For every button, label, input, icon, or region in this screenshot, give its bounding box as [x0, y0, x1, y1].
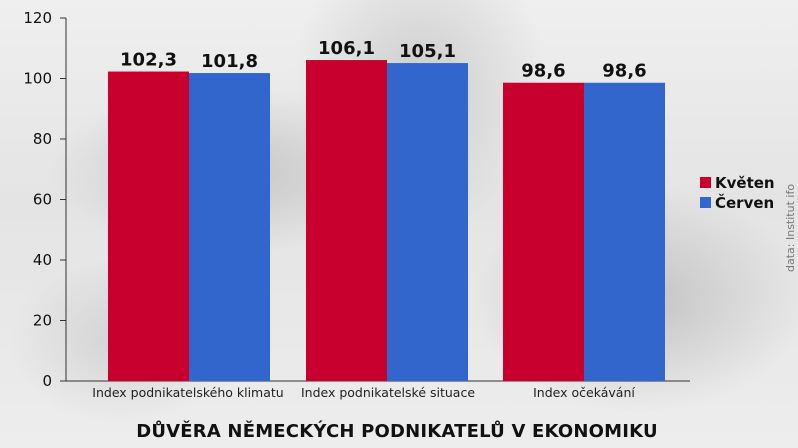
source-label: data: Institut ifo: [784, 184, 797, 272]
x-category-label: Index očekávání: [533, 385, 635, 400]
bar-value-label: 105,1: [399, 41, 456, 62]
y-tick-label: 120: [23, 9, 52, 27]
bar-kveten-0: [108, 71, 189, 381]
bar-value-label: 101,8: [201, 51, 258, 72]
legend-label: Květen: [715, 174, 775, 192]
bar-value-label: 98,6: [602, 61, 646, 82]
y-tick-label: 0: [42, 372, 52, 390]
bar-value-label: 102,3: [120, 50, 177, 71]
y-tick-label: 80: [33, 130, 52, 148]
y-tick-label: 20: [33, 312, 52, 330]
x-category-label: Index podnikatelské situace: [301, 385, 475, 400]
y-tick-label: 40: [33, 251, 52, 269]
bar-cerven-2: [584, 82, 665, 382]
bars: 102,3 106,1 98,6 101,8 105,1 98,6: [108, 38, 665, 382]
chart-title: DŮVĚRA NĚMECKÝCH PODNIKATELŮ V EKONOMIKU: [136, 419, 658, 442]
bar-value-label: 106,1: [318, 38, 375, 59]
legend-label: Červen: [715, 193, 774, 212]
bar-value-label: 98,6: [521, 61, 565, 82]
y-tick-label: 60: [33, 191, 52, 209]
x-category-label: Index podnikatelského klimatu: [92, 385, 283, 400]
legend-swatch: [700, 197, 711, 208]
bar-kveten-1: [306, 60, 387, 382]
category-labels: Index podnikatelského klimatu Index podni…: [92, 385, 635, 400]
y-axis-ticks: 0 20 40 60 80 100 120: [23, 9, 66, 390]
bar-cerven-1: [387, 63, 468, 381]
bar-kveten-2: [503, 82, 584, 382]
bar-cerven-0: [189, 73, 270, 382]
legend-swatch: [700, 177, 711, 188]
y-tick-label: 100: [23, 70, 52, 88]
